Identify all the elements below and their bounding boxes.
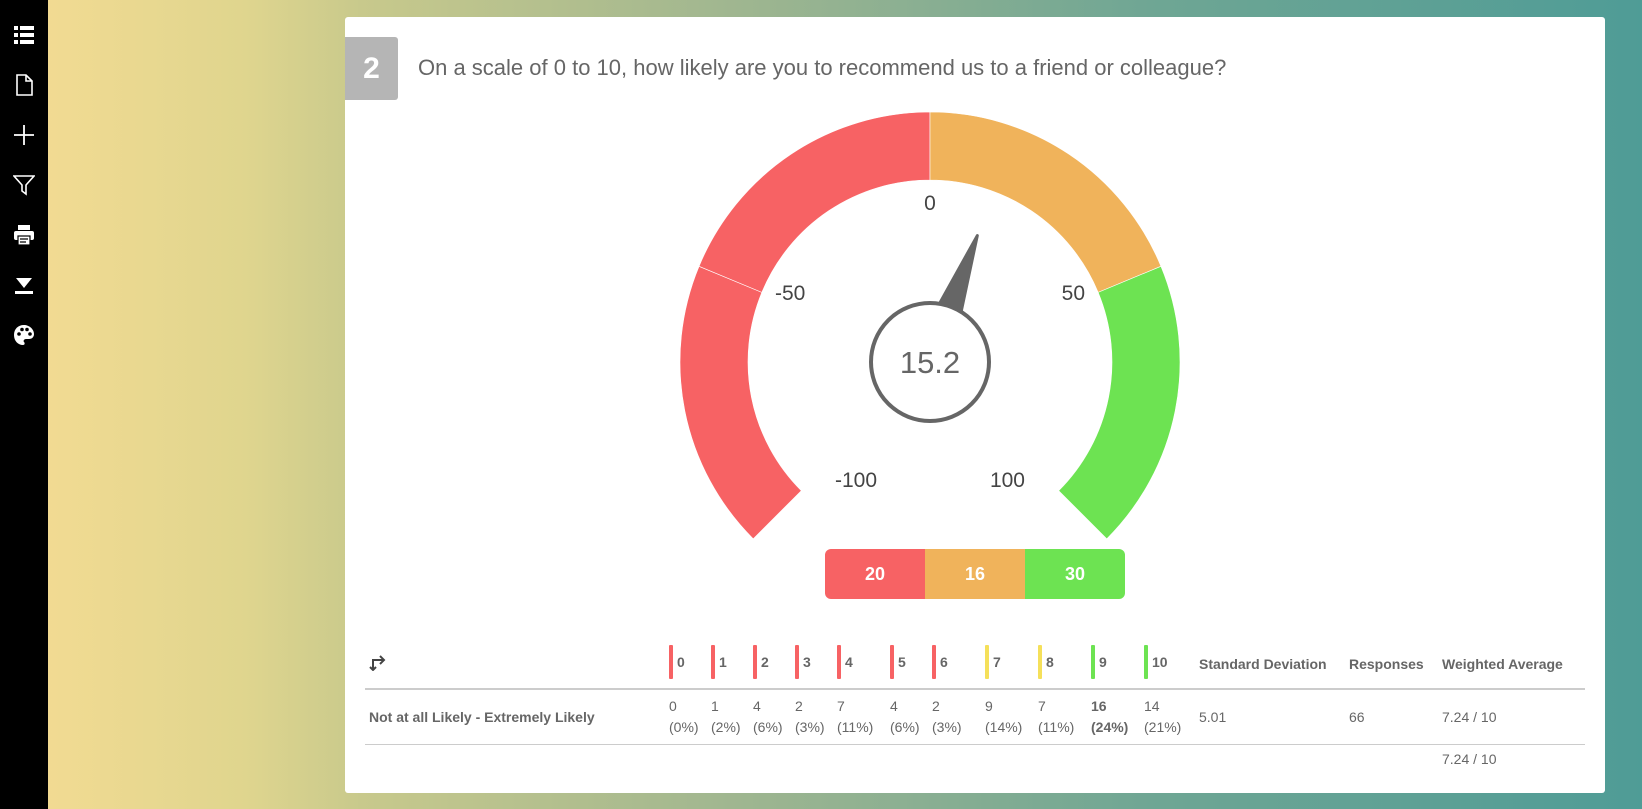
column-header-2: 2 [749,639,791,690]
list-view-button[interactable] [0,10,48,60]
nps-gauge: -100 -50 0 50 100 15.2 [679,111,1181,540]
column-header-10: 10 [1140,639,1195,690]
color-marker [711,645,715,679]
row-label: Not at all Likely - Extremely Likely [365,689,665,745]
nps-breakdown-bar: 20 16 30 [825,549,1125,599]
weighted-avg-value: 7.24 / 10 [1438,689,1585,745]
gauge-center-circle [869,301,991,423]
download-button[interactable] [0,260,48,310]
swap-axes-icon[interactable] [369,653,387,672]
color-marker [985,645,989,679]
table-cell: 4 (6%) [886,689,928,745]
total-row: 7.24 / 10 [365,745,1585,777]
detractors-count: 20 [825,549,925,599]
color-marker [1144,645,1148,679]
results-table: 0 1 2 3 4 5 6 7 8 9 10 Standard Deviatio… [365,639,1585,777]
question-number-badge: 2 [345,37,398,100]
passives-count: 16 [925,549,1025,599]
column-header-3: 3 [791,639,833,690]
column-header-9: 9 [1087,639,1140,690]
gauge-segment-detractor-high [698,111,931,293]
color-marker [669,645,673,679]
print-button[interactable] [0,210,48,260]
table-cell: 14 (21%) [1140,689,1195,745]
sidebar [0,0,48,809]
table-cell: 7 (11%) [833,689,886,745]
theme-button[interactable] [0,310,48,360]
color-marker [837,645,841,679]
column-header-8: 8 [1034,639,1087,690]
filter-button[interactable] [0,160,48,210]
gauge-tick-label: -50 [775,282,805,305]
color-marker [1091,645,1095,679]
table-cell: 2 (3%) [928,689,981,745]
total-weighted-avg: 7.24 / 10 [1442,751,1497,768]
filter-icon [13,175,35,196]
promoters-count: 30 [1025,549,1125,599]
gauge-tick-label: 0 [924,192,936,215]
table-cell: 4 (6%) [749,689,791,745]
table-cell: 7 (11%) [1034,689,1087,745]
document-button[interactable] [0,60,48,110]
color-marker [932,645,936,679]
nps-score-value: 15.2 [900,345,960,380]
print-icon [14,225,34,246]
column-header-0: 0 [665,639,707,690]
table-cell-highlight: 16 (24%) [1087,689,1140,745]
std-dev-header: Standard Deviation [1195,639,1345,690]
table-header-row: 0 1 2 3 4 5 6 7 8 9 10 Standard Deviatio… [365,639,1585,690]
std-dev-value: 5.01 [1195,689,1345,745]
color-marker [890,645,894,679]
color-marker [1038,645,1042,679]
column-header-6: 6 [928,639,981,690]
question-card: 2 On a scale of 0 to 10, how likely are … [345,17,1605,793]
table-cell: 2 (3%) [791,689,833,745]
color-marker [753,645,757,679]
document-icon [16,74,33,96]
swap-axes-cell [365,639,665,690]
list-icon [14,26,34,44]
responses-value: 66 [1345,689,1438,745]
column-header-4: 4 [833,639,886,690]
plus-icon [14,125,34,145]
question-text: On a scale of 0 to 10, how likely are yo… [418,55,1227,80]
table-row: Not at all Likely - Extremely Likely 0 (0… [365,689,1585,745]
weighted-avg-header: Weighted Average [1438,639,1585,690]
add-button[interactable] [0,110,48,160]
download-icon [15,278,33,294]
column-header-5: 5 [886,639,928,690]
gauge-tick-label: -100 [835,469,877,492]
column-header-7: 7 [981,639,1034,690]
gauge-segment-promoter [1058,265,1181,540]
total-row-spacer [365,745,1438,777]
gauge-tick-label: 100 [990,469,1025,492]
responses-header: Responses [1345,639,1438,690]
gauge-segment-detractor-low [679,265,802,540]
column-header-1: 1 [707,639,749,690]
table-cell: 9 (14%) [981,689,1034,745]
table-cell: 1 (2%) [707,689,749,745]
color-marker [795,645,799,679]
table-cell: 0 (0%) [665,689,707,745]
gauge-tick-label: 50 [1062,282,1085,305]
palette-icon [14,325,34,345]
